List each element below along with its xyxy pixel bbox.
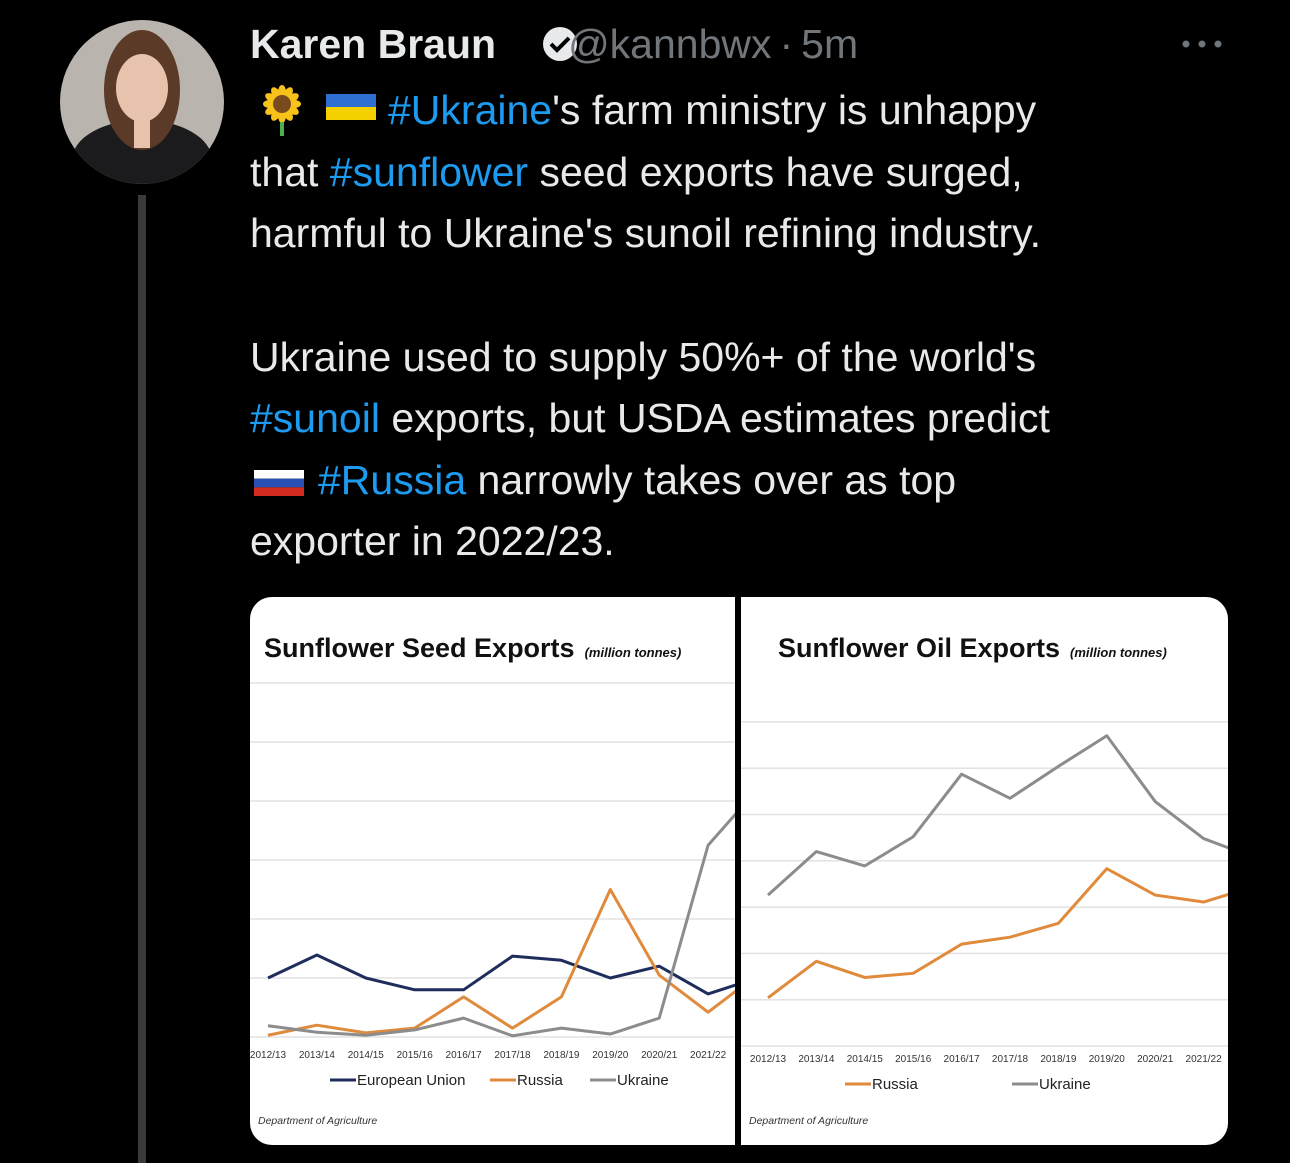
series-line [766, 734, 1228, 897]
more-menu[interactable] [1182, 40, 1222, 48]
series-line [267, 953, 735, 996]
x-tick-label: 2021/22 [1186, 1054, 1223, 1065]
chart-title: Sunflower Seed Exports (million tonnes) [264, 633, 681, 663]
tweet-text-line: that #sunflower seed exports have surged… [250, 149, 1023, 195]
text-segment: 's farm ministry is unhappy [552, 87, 1037, 133]
x-tick-label: 2019/20 [592, 1050, 629, 1061]
series-line [767, 867, 1228, 1000]
x-tick-label: 2015/16 [397, 1050, 434, 1061]
stripe [254, 478, 304, 488]
text-segment: harmful to Ukraine's sunoil refining ind… [250, 210, 1041, 256]
hashtag: #sunflower [330, 149, 528, 195]
x-tick-label: 2012/13 [250, 1050, 287, 1061]
x-tick-label: 2021/22 [690, 1050, 727, 1061]
thread-line [138, 195, 146, 1163]
stripe [326, 94, 376, 107]
x-tick-label: 2014/15 [847, 1054, 884, 1065]
hashtag: #Russia [318, 457, 466, 503]
text-segment: narrowly takes over as top [466, 457, 956, 503]
x-tick-label: 2012/13 [750, 1054, 787, 1065]
source: Department of Agriculture [749, 1115, 868, 1127]
hashtag: #sunoil [250, 395, 380, 441]
text-segment: exporter in 2022/23. [250, 518, 615, 564]
stripe [254, 470, 304, 479]
x-tick-label: 2019/20 [1089, 1054, 1126, 1065]
legend-label: European Union [357, 1072, 465, 1089]
header: Karen Braun @kannbwx · 5m [250, 21, 858, 67]
x-tick-label: 2014/15 [348, 1050, 385, 1061]
text-segment: Ukraine used to supply 50%+ of the world… [250, 334, 1036, 380]
chart-title: Sunflower Oil Exports (million tonnes) [778, 633, 1167, 663]
chart: Sunflower Seed Exports (million tonnes) 20… [250, 633, 735, 1127]
title: Sunflower Oil Exports [778, 633, 1060, 663]
media-divider [735, 597, 741, 1145]
x-tick-label: 2016/17 [446, 1050, 483, 1061]
separator: · [780, 21, 794, 67]
subtitle: (million tonnes) [585, 645, 682, 660]
title: Sunflower Seed Exports [264, 633, 575, 663]
verified-badge [543, 27, 577, 61]
x-tick-label: 2016/17 [944, 1054, 981, 1065]
x-tick-label: 2013/14 [299, 1050, 336, 1061]
x-tick-label: 2015/16 [895, 1054, 932, 1065]
legend-label: Russia [517, 1072, 564, 1089]
tweet-text-line: #Ukraine's farm ministry is unhappy [388, 87, 1037, 133]
legend-label: Ukraine [617, 1072, 669, 1089]
tweet-text-line: exporter in 2022/23. [250, 518, 615, 564]
stripe [254, 487, 304, 496]
x-tick-label: 2020/21 [1137, 1054, 1174, 1065]
chart: Sunflower Oil Exports (million tonnes) 201… [741, 633, 1228, 1127]
handle: @kannbwx [568, 21, 772, 67]
flag-icon [254, 470, 304, 496]
center [273, 95, 291, 113]
time: 5m [801, 21, 858, 67]
tweet-text-line: #Russia narrowly takes over as top [318, 457, 956, 503]
text-segment: seed exports have surged, [528, 149, 1023, 195]
sunflower-icon [263, 85, 301, 136]
avatar[interactable] [60, 20, 224, 200]
x-tick-label: 2017/18 [992, 1054, 1029, 1065]
source: Department of Agriculture [258, 1115, 377, 1127]
tweet-text-line: harmful to Ukraine's sunoil refining ind… [250, 210, 1041, 256]
tweet-text-line: #sunoil exports, but USDA estimates pred… [250, 395, 1051, 441]
x-tick-label: 2017/18 [494, 1050, 531, 1061]
x-tick-label: 2020/21 [641, 1050, 678, 1061]
stripe [326, 107, 376, 120]
flag-icon [326, 94, 376, 120]
text-segment: exports, but USDA estimates predict [380, 395, 1051, 441]
hashtag: #Ukraine [388, 87, 552, 133]
x-tick-label: 2018/19 [1040, 1054, 1077, 1065]
subtitle: (million tonnes) [1070, 645, 1167, 660]
x-tick-label: 2013/14 [798, 1054, 835, 1065]
series-line [267, 888, 735, 1037]
text-segment: that [250, 149, 330, 195]
stem [280, 122, 284, 136]
author-name: Karen Braun [250, 21, 496, 67]
legend-label: Russia [872, 1076, 919, 1093]
series-line [267, 812, 735, 1038]
x-tick-label: 2018/19 [543, 1050, 580, 1061]
legend-label: Ukraine [1039, 1076, 1091, 1093]
tweet-text-line: Ukraine used to supply 50%+ of the world… [250, 334, 1036, 380]
